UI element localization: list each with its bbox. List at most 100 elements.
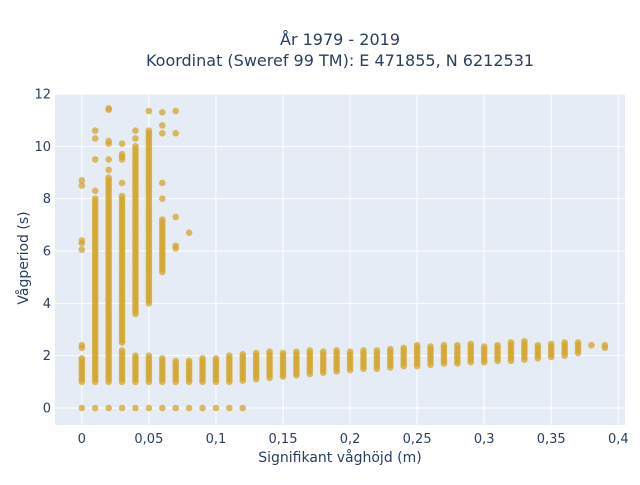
data-point xyxy=(78,177,86,184)
data-point xyxy=(279,349,287,357)
data-point xyxy=(78,404,86,412)
x-tick-label: 0 xyxy=(78,432,86,447)
data-point xyxy=(319,348,327,356)
data-point xyxy=(226,352,233,359)
data-point xyxy=(145,107,153,115)
data-point xyxy=(534,341,542,349)
data-point xyxy=(386,345,394,353)
data-point xyxy=(118,179,126,187)
data-point xyxy=(212,404,220,412)
data-point xyxy=(91,404,99,412)
data-point xyxy=(91,135,99,142)
data-point xyxy=(440,341,448,349)
x-tick-label: 0,15 xyxy=(269,432,298,447)
data-point xyxy=(413,341,421,349)
x-tick-label: 0,1 xyxy=(206,432,227,447)
data-point xyxy=(91,127,99,134)
y-tick-label: 4 xyxy=(43,297,51,312)
data-point xyxy=(400,344,408,352)
data-point xyxy=(118,347,126,354)
data-point xyxy=(91,156,99,163)
x-tick-label: 0,3 xyxy=(474,432,495,447)
data-point xyxy=(266,348,273,356)
data-point xyxy=(91,187,99,195)
data-point xyxy=(158,354,166,362)
data-point xyxy=(105,156,112,163)
data-point xyxy=(239,404,247,412)
data-point xyxy=(158,179,166,187)
y-tick-label: 6 xyxy=(43,244,51,259)
data-point xyxy=(91,195,99,202)
data-point xyxy=(239,351,247,358)
data-point xyxy=(172,129,180,137)
data-point xyxy=(158,404,166,412)
data-point xyxy=(132,143,139,150)
data-point xyxy=(199,354,206,362)
x-tick-label: 0,05 xyxy=(134,432,163,447)
data-point xyxy=(185,404,193,412)
y-tick-label: 12 xyxy=(34,88,51,103)
data-point xyxy=(252,349,260,357)
data-point xyxy=(306,347,314,354)
data-point xyxy=(78,246,86,253)
data-point xyxy=(132,404,139,412)
data-point xyxy=(158,109,166,116)
chart-title-line2: Koordinat (Sweref 99 TM): E 471855, N 62… xyxy=(146,51,534,70)
x-tick-label: 0,25 xyxy=(403,432,432,447)
x-tick-label: 0,4 xyxy=(608,432,629,447)
data-point xyxy=(172,107,180,115)
data-point xyxy=(78,182,86,189)
data-point xyxy=(467,340,475,348)
data-point xyxy=(212,354,220,362)
x-tick-label: 0,35 xyxy=(537,432,566,447)
data-point xyxy=(132,127,139,134)
data-point xyxy=(105,404,112,412)
plot-background xyxy=(55,94,625,425)
data-point xyxy=(132,352,139,359)
data-point xyxy=(494,341,501,349)
data-point xyxy=(145,352,153,359)
data-point xyxy=(293,348,300,356)
y-tick-label: 8 xyxy=(43,192,51,207)
data-point xyxy=(427,343,434,350)
data-point xyxy=(574,339,582,346)
data-point xyxy=(226,404,233,412)
data-point xyxy=(132,135,139,142)
data-point xyxy=(158,122,166,129)
data-point xyxy=(145,127,153,134)
data-point xyxy=(601,341,609,349)
data-point xyxy=(521,337,528,345)
data-point xyxy=(373,347,381,354)
data-point xyxy=(185,229,193,236)
data-point xyxy=(507,339,515,346)
data-point xyxy=(480,343,488,350)
data-point xyxy=(561,339,568,346)
data-point xyxy=(78,237,86,244)
data-point xyxy=(172,242,180,250)
x-axis-title: Signifikant våghöjd (m) xyxy=(258,449,421,466)
y-tick-label: 2 xyxy=(43,349,51,364)
data-point xyxy=(118,140,126,148)
data-point xyxy=(360,347,367,354)
data-point xyxy=(105,174,112,182)
data-point xyxy=(333,347,340,354)
data-point xyxy=(346,348,354,356)
data-point xyxy=(172,213,180,221)
y-axis-title: Vågperiod (s) xyxy=(15,211,32,304)
data-point xyxy=(145,404,153,412)
data-point xyxy=(158,129,166,137)
data-point xyxy=(199,404,206,412)
data-point xyxy=(78,341,86,349)
y-tick-label: 0 xyxy=(43,401,51,416)
data-point xyxy=(158,195,166,202)
data-point xyxy=(172,404,180,412)
data-point xyxy=(105,166,112,174)
chart-title-line1: År 1979 - 2019 xyxy=(280,30,400,49)
data-point xyxy=(105,137,112,145)
data-point xyxy=(588,341,595,349)
data-point xyxy=(185,357,193,365)
data-point xyxy=(454,341,461,349)
y-tick-label: 10 xyxy=(34,140,51,155)
